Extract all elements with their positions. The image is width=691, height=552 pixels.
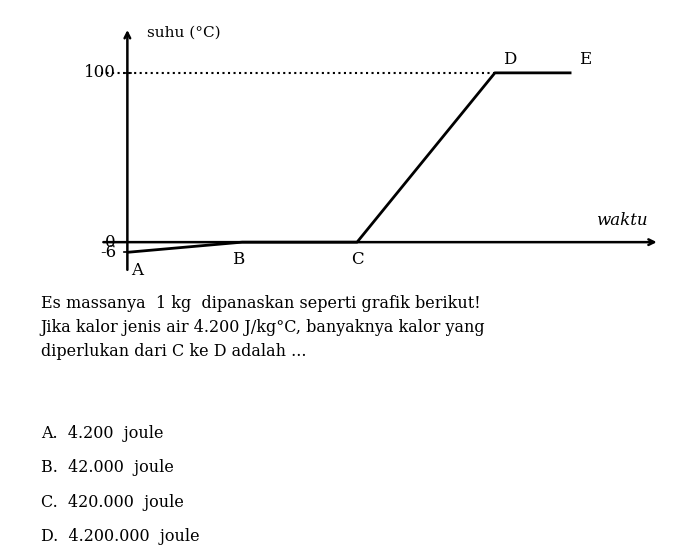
Text: A: A bbox=[131, 262, 143, 279]
Text: -6: -6 bbox=[100, 244, 116, 261]
Text: C.  420.000  joule: C. 420.000 joule bbox=[41, 493, 184, 511]
Text: 0: 0 bbox=[105, 233, 116, 251]
Text: suhu (°C): suhu (°C) bbox=[146, 25, 220, 39]
Text: B: B bbox=[232, 251, 245, 268]
Text: A.  4.200  joule: A. 4.200 joule bbox=[41, 425, 163, 442]
Text: waktu: waktu bbox=[596, 211, 648, 229]
Text: B.  42.000  joule: B. 42.000 joule bbox=[41, 459, 173, 476]
Text: C: C bbox=[351, 251, 363, 268]
Text: E: E bbox=[579, 51, 591, 68]
Text: Es massanya  1 kg  dipanaskan seperti grafik berikut!
Jika kalor jenis air 4.200: Es massanya 1 kg dipanaskan seperti graf… bbox=[41, 295, 486, 360]
Text: D.  4.200.000  joule: D. 4.200.000 joule bbox=[41, 528, 200, 545]
Text: D: D bbox=[502, 51, 516, 68]
Text: 100: 100 bbox=[84, 65, 116, 81]
